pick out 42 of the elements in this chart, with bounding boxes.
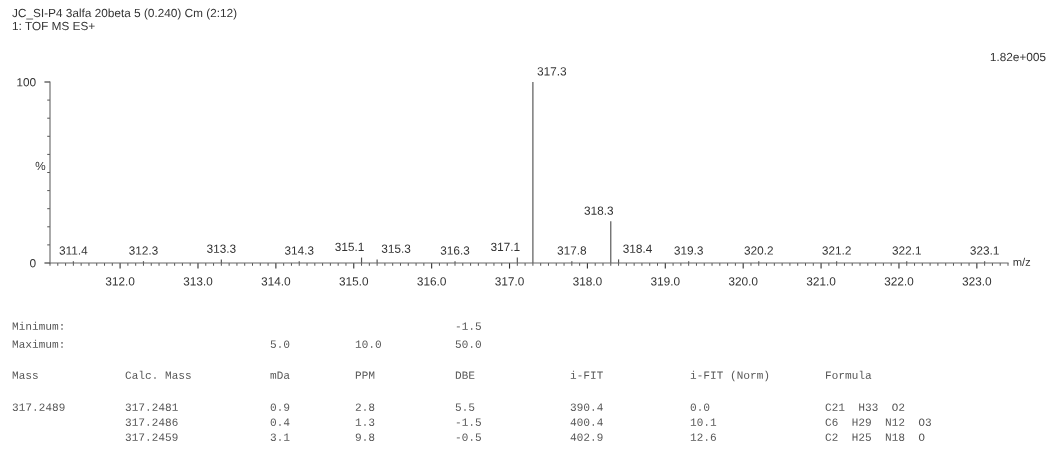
x-tick-label: 319.0: [650, 277, 680, 286]
text: 317.2459 3.1 9.8 -0.5 402.9 12.6 C2 H25 N18 O: [125, 433, 925, 441]
x-tick-label: 313.0: [183, 277, 213, 286]
x-axis-title: m/z: [1013, 257, 1031, 266]
text: 317.2486 0.4 1.3 -1.5 400.4 10.1 C6 H29 N12 O3: [125, 418, 931, 426]
x-tick-label: 312.0: [105, 277, 135, 286]
text: Mass Calc. Mass mDa PPM DBE i-FIT i-FIT (Norm) Formula: [12, 370, 872, 382]
annotation: 317.8: [557, 246, 587, 255]
annotation: 322.1: [892, 246, 921, 255]
text: 317.2489 317.2481 0.9 2.8 5.5 390.4 0.0 C21 H33 O2: [12, 403, 905, 411]
annotation: 318.3: [584, 206, 614, 215]
text: Maximum: 5.0 10.0 50.0: [12, 339, 481, 348]
annotation: 315.3: [381, 244, 411, 253]
x-tick-label: 323.0: [962, 277, 992, 286]
annotation: 317.1: [491, 242, 520, 252]
annotation: 318.4: [623, 244, 652, 253]
x-tick-label: 316.0: [417, 277, 446, 286]
annotation: 314.3: [284, 246, 314, 255]
chart-subtitle: 1: TOF MS ES+: [12, 21, 95, 31]
x-tick-label: 318.0: [573, 277, 602, 286]
annotation: 321.2: [822, 246, 851, 255]
x-tick-label: 320.0: [728, 277, 758, 286]
annotation: 315.1: [335, 242, 364, 252]
annotation: 319.3: [674, 246, 703, 255]
x-tick-label: 322.0: [884, 277, 914, 286]
annotation: 320.2: [744, 246, 773, 255]
annotation: 313.3: [207, 244, 236, 253]
annotation: 312.3: [129, 246, 158, 255]
x-tick-label: 317.0: [495, 277, 524, 286]
x-tick-label: 315.0: [339, 277, 369, 286]
y-axis-title: %: [35, 161, 46, 171]
text: 1.82e+005: [990, 52, 1046, 62]
x-tick-label: 321.0: [806, 277, 836, 286]
chart-title: JC_SI-P4 3alfa 20beta 5 (0.240) Cm (2:12): [12, 8, 237, 20]
text: Minimum: -1.5: [12, 321, 481, 330]
x-tick-label: 314.0: [261, 277, 291, 286]
annotation: 316.3: [440, 246, 470, 255]
y-tick-label: 100: [17, 78, 36, 87]
y-tick-label: 0: [30, 259, 36, 268]
annotation: 317.3: [537, 67, 567, 76]
annotation: 311.4: [59, 246, 88, 255]
annotation: 323.1: [970, 246, 999, 255]
